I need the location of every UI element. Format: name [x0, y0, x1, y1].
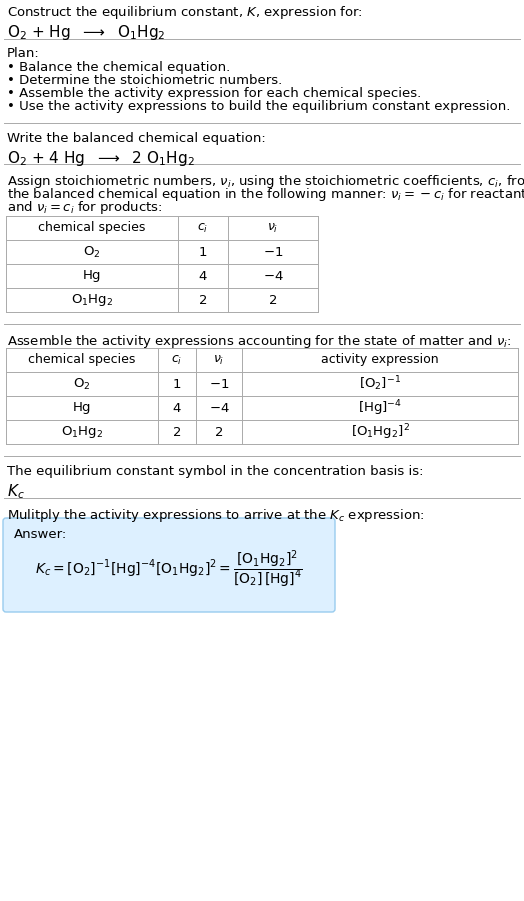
Text: Assign stoichiometric numbers, $\nu_i$, using the stoichiometric coefficients, $: Assign stoichiometric numbers, $\nu_i$, … [7, 173, 524, 190]
Text: $\mathrm{Hg}$: $\mathrm{Hg}$ [72, 400, 92, 416]
Text: $-1$: $-1$ [263, 245, 283, 259]
Text: and $\nu_i = c_i$ for products:: and $\nu_i = c_i$ for products: [7, 199, 162, 216]
Text: • Assemble the activity expression for each chemical species.: • Assemble the activity expression for e… [7, 87, 421, 100]
Text: the balanced chemical equation in the following manner: $\nu_i = -c_i$ for react: the balanced chemical equation in the fo… [7, 186, 524, 203]
Text: $[\mathrm{Hg}]^{-4}$: $[\mathrm{Hg}]^{-4}$ [358, 398, 402, 418]
Text: 4: 4 [173, 402, 181, 414]
Text: chemical species: chemical species [38, 222, 146, 234]
Text: $\mathrm{O_1Hg_2}$: $\mathrm{O_1Hg_2}$ [61, 424, 103, 440]
Text: $\mathrm{O_2}$: $\mathrm{O_2}$ [73, 377, 91, 392]
Text: Answer:: Answer: [14, 528, 67, 541]
Text: $[\mathrm{O_1Hg_2}]^{2}$: $[\mathrm{O_1Hg_2}]^{2}$ [351, 423, 409, 441]
Text: Mulitply the activity expressions to arrive at the $K_c$ expression:: Mulitply the activity expressions to arr… [7, 507, 425, 524]
Text: Plan:: Plan: [7, 47, 40, 60]
Text: $\nu_i$: $\nu_i$ [267, 222, 279, 234]
Text: $c_i$: $c_i$ [171, 353, 183, 367]
Text: $c_i$: $c_i$ [198, 222, 209, 234]
Text: $\mathrm{Hg}$: $\mathrm{Hg}$ [82, 268, 102, 284]
Text: 2: 2 [215, 425, 223, 439]
Text: • Use the activity expressions to build the equilibrium constant expression.: • Use the activity expressions to build … [7, 100, 510, 113]
Text: $[\mathrm{O_2}]^{-1}$: $[\mathrm{O_2}]^{-1}$ [359, 375, 401, 394]
Text: chemical species: chemical species [28, 353, 136, 367]
Text: $\mathrm{O_2}$ + 4 Hg  $\longrightarrow$  2 $\mathrm{O_1Hg_2}$: $\mathrm{O_2}$ + 4 Hg $\longrightarrow$ … [7, 149, 195, 168]
Text: $-4$: $-4$ [209, 402, 230, 414]
FancyBboxPatch shape [3, 518, 335, 612]
Text: $\mathrm{O_2}$: $\mathrm{O_2}$ [83, 244, 101, 259]
Text: $\mathrm{O_2}$ + Hg  $\longrightarrow$  $\mathrm{O_1Hg_2}$: $\mathrm{O_2}$ + Hg $\longrightarrow$ $\… [7, 23, 166, 42]
Text: Construct the equilibrium constant, $K$, expression for:: Construct the equilibrium constant, $K$,… [7, 4, 363, 21]
Text: 2: 2 [269, 294, 277, 306]
Text: Write the balanced chemical equation:: Write the balanced chemical equation: [7, 132, 266, 145]
Text: The equilibrium constant symbol in the concentration basis is:: The equilibrium constant symbol in the c… [7, 465, 423, 478]
Text: 2: 2 [199, 294, 208, 306]
Text: 2: 2 [173, 425, 181, 439]
Text: $K_c = [\mathrm{O_2}]^{-1} [\mathrm{Hg}]^{-4} [\mathrm{O_1Hg_2}]^{2} = \dfrac{[\: $K_c = [\mathrm{O_2}]^{-1} [\mathrm{Hg}]… [35, 548, 303, 590]
Text: $\mathrm{O_1Hg_2}$: $\mathrm{O_1Hg_2}$ [71, 292, 113, 308]
Text: • Balance the chemical equation.: • Balance the chemical equation. [7, 61, 230, 74]
Text: • Determine the stoichiometric numbers.: • Determine the stoichiometric numbers. [7, 74, 282, 87]
Text: activity expression: activity expression [321, 353, 439, 367]
Text: $-4$: $-4$ [263, 269, 283, 283]
Text: $\nu_i$: $\nu_i$ [213, 353, 225, 367]
Text: $K_c$: $K_c$ [7, 482, 25, 501]
Text: 1: 1 [173, 378, 181, 390]
Text: 4: 4 [199, 269, 207, 283]
Text: 1: 1 [199, 245, 208, 259]
Text: $-1$: $-1$ [209, 378, 229, 390]
Text: Assemble the activity expressions accounting for the state of matter and $\nu_i$: Assemble the activity expressions accoun… [7, 333, 512, 350]
